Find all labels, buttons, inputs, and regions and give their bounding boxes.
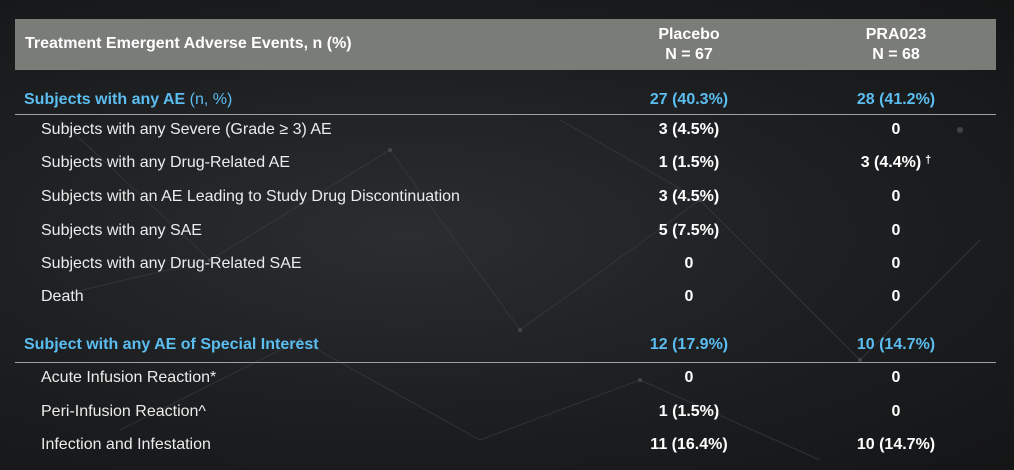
row-label: Subjects with any Severe (Grade ≥ 3) AE bbox=[41, 121, 332, 138]
placebo-value: 0 bbox=[684, 255, 694, 272]
placebo-n: N = 67 bbox=[665, 46, 713, 63]
drug-value: 10 (14.7%) bbox=[856, 436, 936, 453]
row-label: Subjects with any Drug-Related SAE bbox=[41, 255, 302, 272]
placebo-name: Placebo bbox=[658, 26, 720, 43]
drug-value: 0 bbox=[891, 288, 901, 305]
table-header: Treatment Emergent Adverse Events, n (%)… bbox=[15, 19, 996, 70]
placebo-value: 3 (4.5%) bbox=[658, 188, 720, 205]
table-row: Infection and Infestation 11 (16.4%) 10 … bbox=[0, 432, 1014, 462]
drug-value: 0 bbox=[891, 188, 901, 205]
section-divider bbox=[15, 362, 996, 363]
section-label-suffix: (n, %) bbox=[189, 91, 233, 108]
header-title: Treatment Emergent Adverse Events, n (%) bbox=[25, 35, 352, 52]
drug-value: 10 (14.7%) bbox=[856, 336, 936, 353]
header-drug: PRA023 N = 68 bbox=[821, 25, 971, 65]
drug-value: 0 bbox=[891, 121, 901, 138]
dagger-mark: † bbox=[925, 154, 932, 166]
placebo-value: 5 (7.5%) bbox=[658, 222, 720, 239]
drug-value: 28 (41.2%) bbox=[856, 91, 936, 108]
table-row: Subjects with any Drug-Related AE 1 (1.5… bbox=[0, 150, 1014, 180]
row-label: Subjects with an AE Leading to Study Dru… bbox=[41, 188, 460, 205]
table-row: Subjects with any SAE 5 (7.5%) 0 bbox=[0, 218, 1014, 248]
drug-n: N = 68 bbox=[872, 46, 920, 63]
drug-name: PRA023 bbox=[865, 26, 927, 43]
row-label: Acute Infusion Reaction* bbox=[41, 369, 217, 386]
table-row: Subjects with any Severe (Grade ≥ 3) AE … bbox=[0, 117, 1014, 147]
section-any-ae: Subjects with any AE (n, %) 27 (40.3%) 2… bbox=[0, 87, 1014, 117]
section-label: Subjects with any AE (n, %) bbox=[24, 91, 232, 109]
section-divider bbox=[15, 114, 996, 115]
row-label: Subjects with any Drug-Related AE bbox=[41, 154, 291, 171]
table-row: Subjects with any Drug-Related SAE 0 0 bbox=[0, 251, 1014, 281]
placebo-value: 11 (16.4%) bbox=[650, 436, 728, 453]
table-row: Acute Infusion Reaction* 0 0 bbox=[0, 365, 1014, 395]
drug-value: 0 bbox=[891, 255, 901, 272]
row-label: Peri-Infusion Reaction^ bbox=[41, 403, 206, 420]
drug-value-text: 3 (4.4%) bbox=[860, 154, 922, 171]
placebo-value: 0 bbox=[684, 369, 694, 386]
drug-value: 0 bbox=[891, 369, 901, 386]
section-label: Subject with any AE of Special Interest bbox=[24, 336, 319, 353]
placebo-value: 1 (1.5%) bbox=[658, 154, 720, 171]
table-row: Death 0 0 bbox=[0, 284, 1014, 314]
row-label: Subjects with any SAE bbox=[41, 222, 202, 239]
drug-value: 3 (4.4%) † bbox=[821, 154, 971, 172]
row-label: Death bbox=[41, 288, 84, 305]
placebo-value: 12 (17.9%) bbox=[649, 336, 729, 353]
section-label-text: Subjects with any AE bbox=[24, 91, 186, 108]
row-label: Infection and Infestation bbox=[41, 436, 211, 453]
drug-value: 0 bbox=[891, 403, 901, 420]
placebo-value: 0 bbox=[684, 288, 694, 305]
drug-value: 0 bbox=[891, 222, 901, 239]
section-special-interest: Subject with any AE of Special Interest … bbox=[0, 332, 1014, 362]
placebo-value: 27 (40.3%) bbox=[649, 91, 729, 108]
placebo-value: 1 (1.5%) bbox=[658, 403, 720, 420]
placebo-value: 3 (4.5%) bbox=[658, 121, 720, 138]
table-row: Subjects with an AE Leading to Study Dru… bbox=[0, 184, 1014, 214]
header-placebo: Placebo N = 67 bbox=[614, 25, 764, 65]
table-row: Peri-Infusion Reaction^ 1 (1.5%) 0 bbox=[0, 399, 1014, 429]
